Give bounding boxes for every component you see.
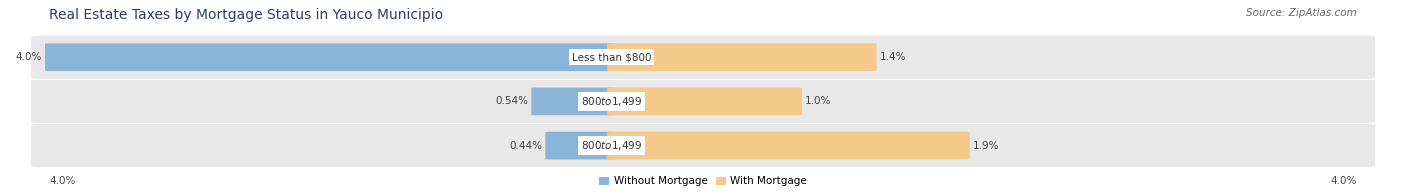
Text: 0.54%: 0.54%	[495, 96, 529, 106]
Text: $800 to $1,499: $800 to $1,499	[581, 139, 643, 152]
Text: 1.4%: 1.4%	[879, 52, 905, 62]
Text: Real Estate Taxes by Mortgage Status in Yauco Municipio: Real Estate Taxes by Mortgage Status in …	[49, 8, 443, 22]
FancyBboxPatch shape	[531, 88, 616, 115]
FancyBboxPatch shape	[546, 132, 616, 160]
FancyBboxPatch shape	[607, 132, 970, 160]
FancyBboxPatch shape	[45, 43, 616, 71]
Text: Less than $800: Less than $800	[572, 52, 651, 62]
FancyBboxPatch shape	[31, 35, 1375, 79]
Text: Source: ZipAtlas.com: Source: ZipAtlas.com	[1246, 8, 1357, 18]
Text: $800 to $1,499: $800 to $1,499	[581, 95, 643, 108]
FancyBboxPatch shape	[607, 88, 801, 115]
Text: 4.0%: 4.0%	[15, 52, 42, 62]
Text: 1.9%: 1.9%	[973, 141, 1000, 151]
Text: 0.44%: 0.44%	[509, 141, 543, 151]
Legend: Without Mortgage, With Mortgage: Without Mortgage, With Mortgage	[595, 172, 811, 191]
Text: 4.0%: 4.0%	[1330, 176, 1357, 186]
Text: 1.0%: 1.0%	[804, 96, 831, 106]
FancyBboxPatch shape	[607, 43, 876, 71]
Text: 4.0%: 4.0%	[49, 176, 76, 186]
FancyBboxPatch shape	[31, 80, 1375, 123]
FancyBboxPatch shape	[31, 124, 1375, 167]
